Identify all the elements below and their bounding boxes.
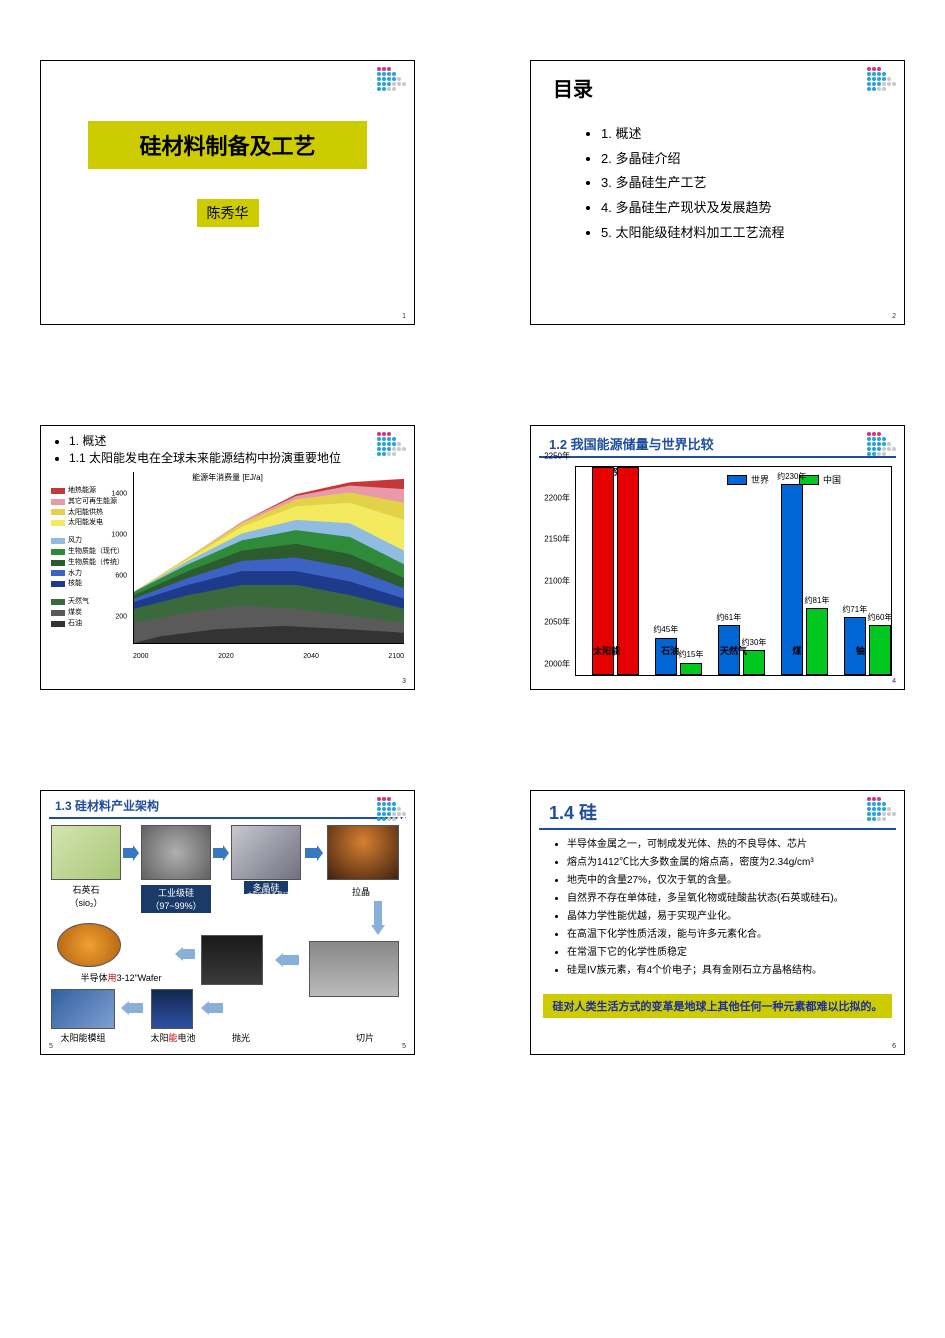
slide-6: 1.4 硅 半导体金属之一，可制成发光体、热的不良导体、芯片熔点为1412℃比大… xyxy=(530,790,905,1055)
arrow-icon xyxy=(121,1001,143,1015)
arrow-icon xyxy=(213,845,229,861)
slide-number-left: 5 xyxy=(49,1043,53,1050)
logo-icon xyxy=(867,797,896,821)
slide5-title: 1.3 硅材料产业架构 xyxy=(55,797,414,814)
list-item: 3. 多晶硅生产工艺 xyxy=(601,171,904,196)
slide6-list: 半导体金属之一，可制成发光体、热的不良导体、芯片熔点为1412℃比大多数金属的熔… xyxy=(567,836,904,980)
list-item: 2. 多晶硅介绍 xyxy=(601,147,904,172)
arrow-icon xyxy=(371,901,385,935)
crystal-pull-image xyxy=(327,825,399,880)
stacked-area-svg xyxy=(134,472,404,643)
wafer-image xyxy=(57,923,121,967)
slide1-title: 硅材料制备及工艺 xyxy=(88,121,368,169)
quartz-image xyxy=(51,825,121,880)
divider xyxy=(539,456,896,458)
slice-image xyxy=(309,941,399,997)
list-item: 硅是IV族元素，有4个价电子；具有金刚石立方晶格结构。 xyxy=(567,962,904,980)
arrow-icon xyxy=(275,953,299,967)
x-axis-labels: 太阳能石油天然气煤铀 xyxy=(575,644,892,657)
list-item: 在高温下化学性质活泼，能与许多元素化合。 xyxy=(567,926,904,944)
slide-4: 1.2 我国能源储量与世界比较 2000年2050年2100年2150年2200… xyxy=(530,425,905,690)
slide-3: 1. 概述 1.1 太阳能发电在全球未来能源结构中扮演重要地位 能源年消费量 [… xyxy=(40,425,415,690)
module-label: 太阳能模组 xyxy=(51,1031,115,1044)
polish-label: 抛光 xyxy=(221,1031,261,1044)
logo-icon xyxy=(377,432,406,456)
poly-si-image xyxy=(231,825,301,880)
wafer-label: 半导体用3-12"Wafer xyxy=(51,971,191,984)
row-1: 硅材料制备及工艺 陈秀华 1 目录 1. 概述2. 多晶硅介绍3. 多晶硅生产工… xyxy=(40,60,905,325)
cell-label: 太阳能电池 xyxy=(141,1031,205,1044)
y-axis-labels: 20060010001400 xyxy=(107,472,129,644)
list-item: 熔点为1412℃比大多数金属的熔点高，密度为2.34g/cm³ xyxy=(567,854,904,872)
poly-detail-label: 太阳能级多晶硅 99.99%~99.9999% 半导体多晶硅 99.999999… xyxy=(225,893,311,922)
slide-number: 5 xyxy=(402,1043,406,1050)
slide-number: 4 xyxy=(892,678,896,685)
slide-5: 1.3 硅材料产业架构 石英石 （sio₂） 工业级硅（97~99%） 多晶硅 … xyxy=(40,790,415,1055)
slide3-h2: 1.1 太阳能发电在全球未来能源结构中扮演重要地位 xyxy=(69,449,414,466)
slide3-headings: 1. 概述 1.1 太阳能发电在全球未来能源结构中扮演重要地位 xyxy=(69,432,414,466)
divider xyxy=(539,828,896,830)
list-item: 地壳中的含量27%，仅次于氧的含量。 xyxy=(567,872,904,890)
slide4-title: 1.2 我国能源储量与世界比较 xyxy=(549,434,904,453)
cell-image xyxy=(151,989,193,1029)
list-item: 4. 多晶硅生产现状及发展趋势 xyxy=(601,196,904,221)
list-item: 晶体力学性能优越，易于实现产业化。 xyxy=(567,908,904,926)
pull-label: 拉晶 xyxy=(341,885,381,898)
slide2-title: 目录 xyxy=(553,73,904,102)
polish-image xyxy=(201,935,263,985)
slide-1: 硅材料制备及工艺 陈秀华 1 xyxy=(40,60,415,325)
slice-label: 切片 xyxy=(345,1031,385,1044)
x-axis-labels: 2000202020402100 xyxy=(133,653,404,660)
slide3-h1: 1. 概述 xyxy=(69,432,414,449)
logo-icon xyxy=(867,67,896,91)
arrow-icon xyxy=(123,845,139,861)
page: 硅材料制备及工艺 陈秀华 1 目录 1. 概述2. 多晶硅介绍3. 多晶硅生产工… xyxy=(0,0,945,1215)
divider xyxy=(49,817,406,819)
y-axis-labels: 2000年2050年2100年2150年2200年2250年 xyxy=(536,467,572,675)
ind-si-label: 工业级硅（97~99%） xyxy=(141,885,211,913)
logo-icon xyxy=(377,797,406,821)
row-2: 1. 概述 1.1 太阳能发电在全球未来能源结构中扮演重要地位 能源年消费量 [… xyxy=(40,425,905,690)
toc-list: 1. 概述2. 多晶硅介绍3. 多晶硅生产工艺4. 多晶硅生产现状及发展趋势5.… xyxy=(601,122,904,245)
arrow-icon xyxy=(175,947,195,961)
slide6-title: 1.4 硅 xyxy=(549,799,904,825)
slide-number: 2 xyxy=(892,313,896,320)
arrow-icon xyxy=(201,1001,223,1015)
list-item: 自然界不存在单体硅，多呈氧化物或硅酸盐状态(石英或硅石)。 xyxy=(567,890,904,908)
chart-plot xyxy=(133,472,404,644)
slide-2: 目录 1. 概述2. 多晶硅介绍3. 多晶硅生产工艺4. 多晶硅生产现状及发展趋… xyxy=(530,60,905,325)
slide6-banner: 硅对人类生活方式的变革是地球上其他任何一种元素都难以比拟的。 xyxy=(543,994,892,1018)
arrow-icon xyxy=(305,845,323,861)
slide1-author: 陈秀华 xyxy=(197,199,259,227)
module-image xyxy=(51,989,115,1029)
slide-number: 1 xyxy=(402,313,406,320)
list-item: 半导体金属之一，可制成发光体、热的不良导体、芯片 xyxy=(567,836,904,854)
row-3: 1.3 硅材料产业架构 石英石 （sio₂） 工业级硅（97~99%） 多晶硅 … xyxy=(40,790,905,1055)
list-item: 在常温下它的化学性质稳定 xyxy=(567,944,904,962)
slide-number: 3 xyxy=(402,678,406,685)
list-item: 5. 太阳能级硅材料加工工艺流程 xyxy=(601,221,904,246)
flowchart: 石英石 （sio₂） 工业级硅（97~99%） 多晶硅 太阳能级多晶硅 99.9… xyxy=(49,823,406,1047)
logo-icon xyxy=(377,67,406,91)
quartz-label: 石英石 （sio₂） xyxy=(51,883,121,909)
energy-chart: 能源年消费量 [EJ/a] 地热能源其它可再生能源太阳能供热太阳能发电风力生物质… xyxy=(51,472,404,662)
slide-number: 6 xyxy=(892,1043,896,1050)
industrial-si-image xyxy=(141,825,211,880)
logo-icon xyxy=(867,432,896,456)
list-item: 1. 概述 xyxy=(601,122,904,147)
